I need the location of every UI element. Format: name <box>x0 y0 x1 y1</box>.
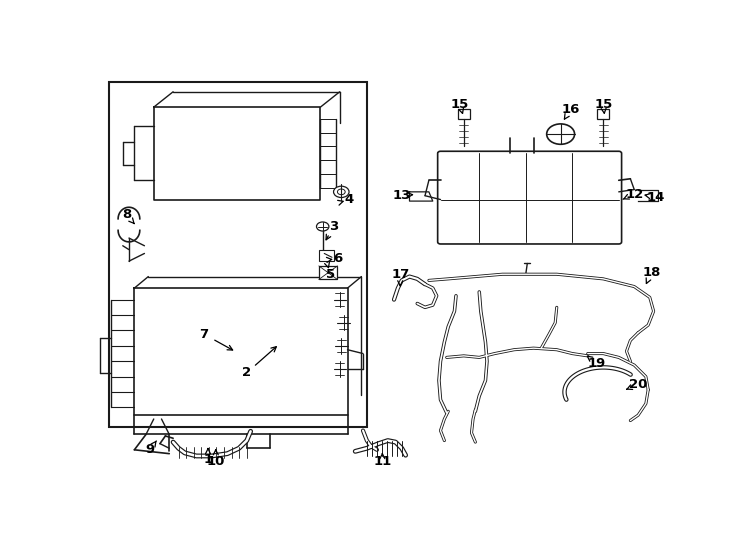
Text: 14: 14 <box>647 191 665 204</box>
Text: 18: 18 <box>642 266 661 279</box>
Text: 13: 13 <box>393 189 411 202</box>
Text: 3: 3 <box>329 220 338 233</box>
Circle shape <box>316 222 329 231</box>
FancyBboxPatch shape <box>437 151 622 244</box>
Text: 7: 7 <box>200 328 208 341</box>
Bar <box>597 110 609 119</box>
Text: 10: 10 <box>206 455 225 468</box>
Text: 6: 6 <box>333 252 343 265</box>
Text: 2: 2 <box>242 366 251 379</box>
Text: 12: 12 <box>625 188 644 201</box>
Text: 20: 20 <box>629 378 647 391</box>
Bar <box>319 250 334 261</box>
Text: 17: 17 <box>391 268 410 281</box>
Text: 9: 9 <box>145 443 154 456</box>
Bar <box>109 82 367 427</box>
Text: 19: 19 <box>588 357 606 370</box>
Text: 16: 16 <box>562 103 580 116</box>
Bar <box>319 266 338 280</box>
Text: 1: 1 <box>203 453 213 465</box>
Bar <box>457 110 470 119</box>
Text: 5: 5 <box>326 268 335 281</box>
Text: 15: 15 <box>451 98 469 111</box>
Text: 4: 4 <box>344 193 354 206</box>
Circle shape <box>333 186 349 198</box>
Text: 8: 8 <box>122 208 131 221</box>
Circle shape <box>338 189 345 195</box>
Text: 11: 11 <box>374 455 391 468</box>
Text: 15: 15 <box>594 98 612 111</box>
Circle shape <box>547 124 575 144</box>
